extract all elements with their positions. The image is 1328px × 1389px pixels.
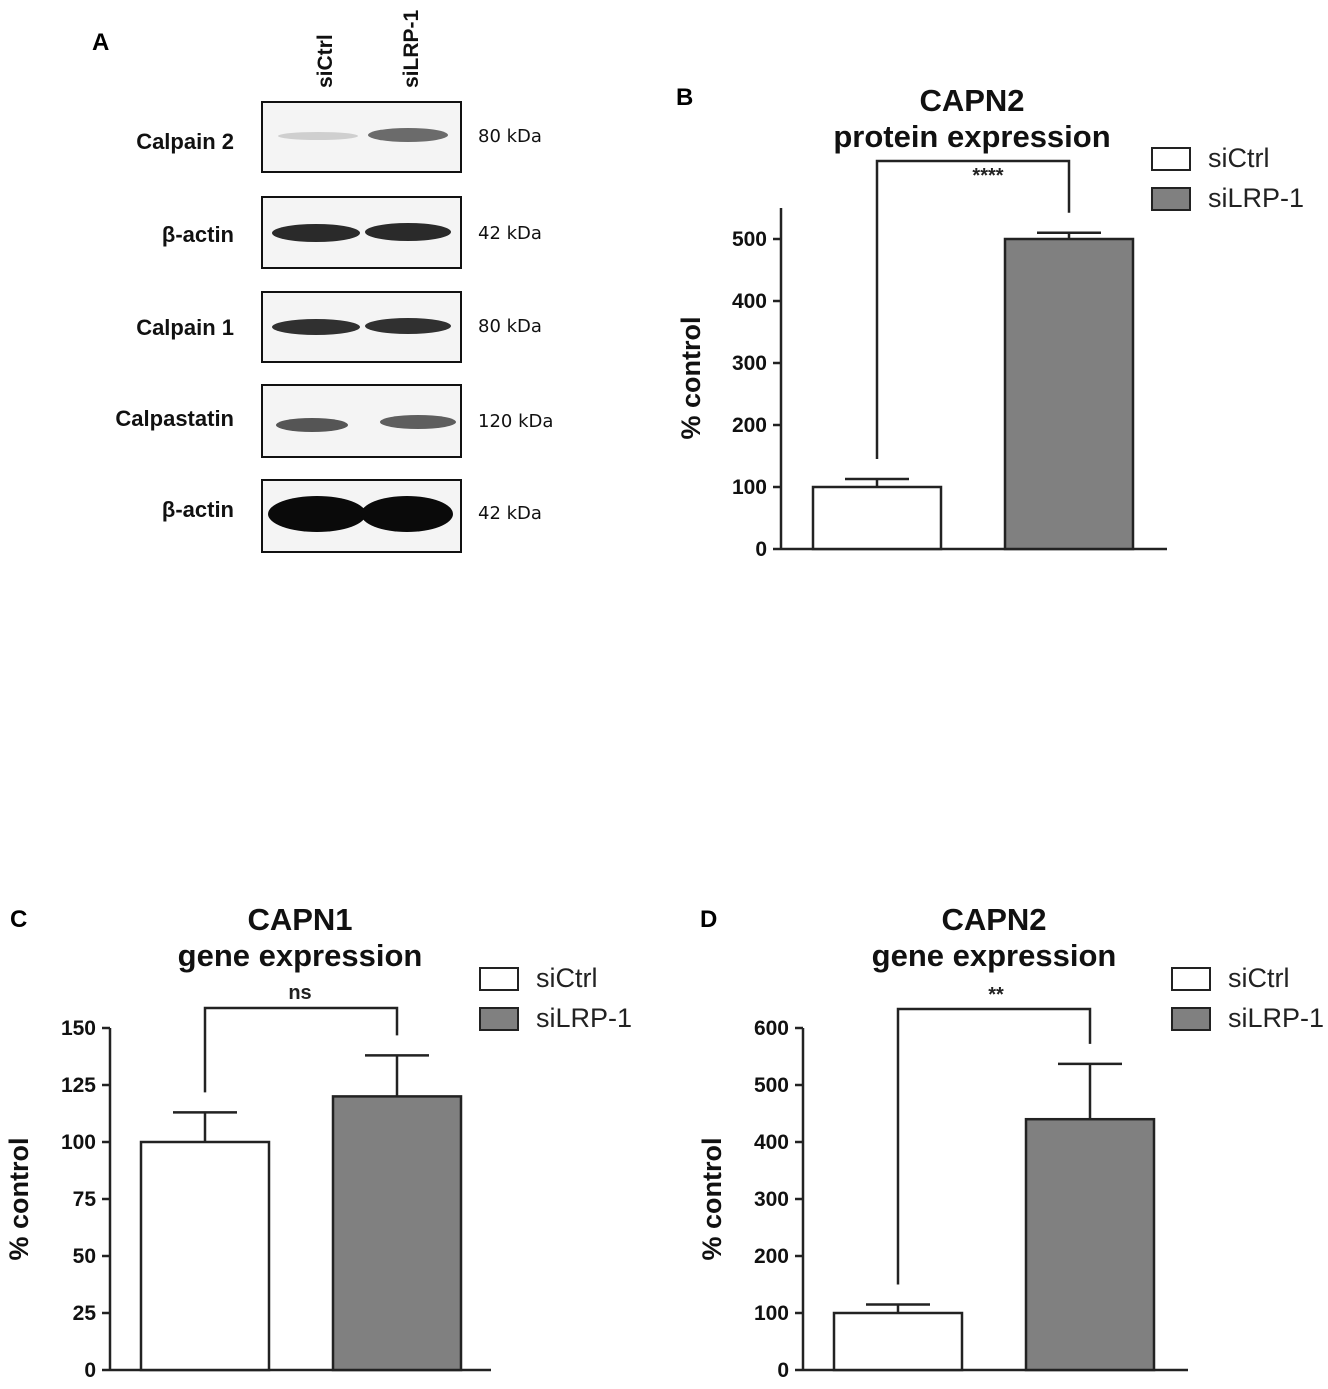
blot-band <box>268 496 366 532</box>
blot-mw-label: 120 kDa <box>478 411 553 432</box>
chart-capn2-protein-expression: CAPN2 protein expression % control siCtr… <box>676 83 1304 561</box>
western-blot: siCtrl siLRP-1 Calpain 2 80 kDa β-actin … <box>115 9 553 553</box>
chart-capn1-gene-expression: CAPN1 gene expression % control siCtrl s… <box>4 902 632 1382</box>
bar-silrp1 <box>1024 1117 1156 1372</box>
blot-mw-label: 42 kDa <box>478 223 542 244</box>
bar-silrp1 <box>331 1095 463 1372</box>
y-tick-label: 50 <box>73 1245 96 1268</box>
y-tick-label: 0 <box>755 538 767 561</box>
blot-band <box>365 318 451 334</box>
y-tick-label: 0 <box>777 1359 789 1382</box>
blot-band <box>272 319 360 335</box>
legend-label-sictrl: siCtrl <box>536 963 598 993</box>
blot-band <box>361 496 453 532</box>
y-tick-label: 300 <box>732 352 767 375</box>
legend-swatch-silrp1 <box>479 1007 519 1031</box>
chart-title-line2: gene expression <box>178 938 423 973</box>
panel-letter-a: A <box>92 29 109 56</box>
significance-label: **** <box>972 165 1003 187</box>
legend-swatch-sictrl <box>1151 147 1191 171</box>
blot-band <box>278 132 358 140</box>
legend-swatch-silrp1 <box>1151 187 1191 211</box>
significance-bracket <box>875 159 1071 459</box>
y-tick-label: 200 <box>754 1245 789 1268</box>
significance-bracket <box>896 1007 1092 1285</box>
y-tick-label: 500 <box>732 228 767 251</box>
chart-title-line1: CAPN2 <box>919 83 1024 118</box>
bar-sictrl <box>832 1311 964 1372</box>
y-tick-label: 400 <box>732 290 767 313</box>
y-tick-label: 75 <box>73 1188 97 1211</box>
legend-label-sictrl: siCtrl <box>1208 143 1270 173</box>
blot-protein-label: β-actin <box>162 497 234 522</box>
bar-sictrl <box>811 485 943 551</box>
panel-letter-c: C <box>10 906 27 933</box>
lane-label-silrp1: siLRP-1 <box>400 9 423 88</box>
panel-letter-d: D <box>700 906 717 933</box>
legend-label-sictrl: siCtrl <box>1228 963 1290 993</box>
blot-protein-label: Calpain 1 <box>136 315 234 340</box>
y-tick-label: 400 <box>754 1131 789 1154</box>
y-tick-label: 500 <box>754 1074 789 1097</box>
y-tick-label: 125 <box>61 1074 96 1097</box>
blot-protein-label: Calpastatin <box>115 406 234 431</box>
legend-swatch-sictrl <box>1171 967 1211 991</box>
y-axis-label: % control <box>697 1137 727 1260</box>
y-tick-label: 100 <box>61 1131 96 1154</box>
bar-silrp1 <box>1003 237 1135 551</box>
legend-label-silrp1: siLRP-1 <box>1228 1003 1324 1033</box>
chart-title-line1: CAPN2 <box>941 902 1046 937</box>
chart-title-line1: CAPN1 <box>247 902 352 937</box>
blot-band <box>272 224 360 242</box>
significance-label: ** <box>988 984 1004 1006</box>
blot-mw-label: 80 kDa <box>478 126 542 147</box>
blot-band <box>368 128 448 142</box>
significance-bracket <box>203 1006 399 1093</box>
y-tick-label: 200 <box>732 414 767 437</box>
legend-label-silrp1: siLRP-1 <box>1208 183 1304 213</box>
y-tick-label: 100 <box>732 476 767 499</box>
chart-capn2-gene-expression: CAPN2 gene expression % control siCtrl s… <box>697 902 1324 1382</box>
bar-sictrl <box>139 1140 271 1372</box>
significance-label: ns <box>288 982 311 1004</box>
chart-title-line2: gene expression <box>872 938 1117 973</box>
y-tick-label: 300 <box>754 1188 789 1211</box>
panel-letter-b: B <box>676 84 693 111</box>
y-axis-label: % control <box>4 1137 34 1260</box>
legend-label-silrp1: siLRP-1 <box>536 1003 632 1033</box>
blot-mw-label: 80 kDa <box>478 316 542 337</box>
y-tick-label: 600 <box>754 1017 789 1040</box>
blot-band <box>365 223 451 241</box>
blot-band <box>380 415 456 429</box>
y-tick-label: 100 <box>754 1302 789 1325</box>
y-tick-label: 0 <box>84 1359 96 1382</box>
chart-title-line2: protein expression <box>833 119 1110 154</box>
y-tick-label: 25 <box>73 1302 97 1325</box>
blot-mw-label: 42 kDa <box>478 503 542 524</box>
blot-protein-label: β-actin <box>162 222 234 247</box>
lane-label-sictrl: siCtrl <box>314 34 337 88</box>
y-axis-label: % control <box>676 316 706 439</box>
y-tick-label: 150 <box>61 1017 96 1040</box>
legend-swatch-sictrl <box>479 967 519 991</box>
blot-band <box>276 418 348 432</box>
blot-protein-label: Calpain 2 <box>136 129 234 154</box>
legend-swatch-silrp1 <box>1171 1007 1211 1031</box>
